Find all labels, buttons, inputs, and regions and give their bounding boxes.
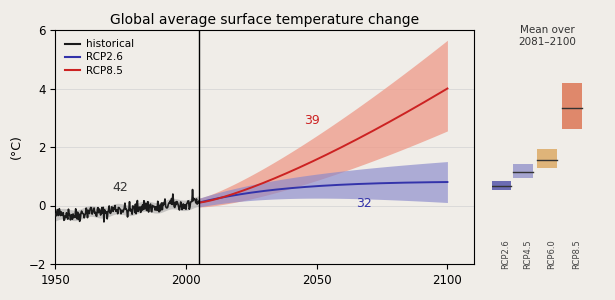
Legend: historical, RCP2.6, RCP8.5: historical, RCP2.6, RCP8.5 xyxy=(60,35,138,80)
Text: RCP8.5: RCP8.5 xyxy=(572,239,581,269)
Text: 42: 42 xyxy=(113,181,129,194)
Text: RCP2.6: RCP2.6 xyxy=(501,239,510,269)
Text: Mean over
2081–2100: Mean over 2081–2100 xyxy=(518,26,576,47)
Text: RCP4.5: RCP4.5 xyxy=(523,239,532,268)
FancyBboxPatch shape xyxy=(561,83,582,130)
Text: 32: 32 xyxy=(356,197,371,210)
FancyBboxPatch shape xyxy=(513,164,533,178)
Title: Global average surface temperature change: Global average surface temperature chang… xyxy=(110,14,419,27)
Text: 39: 39 xyxy=(304,114,319,127)
FancyBboxPatch shape xyxy=(491,181,511,190)
FancyBboxPatch shape xyxy=(538,148,557,167)
Text: RCP6.0: RCP6.0 xyxy=(547,239,557,269)
Y-axis label: (°C): (°C) xyxy=(10,135,23,159)
